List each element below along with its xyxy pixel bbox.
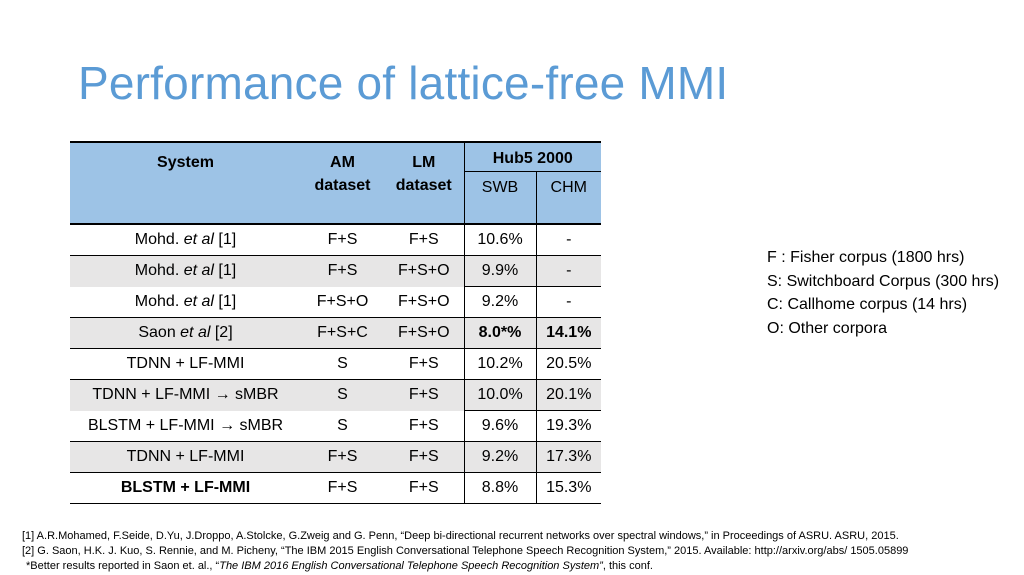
swb-cell: 10.6%	[463, 223, 536, 256]
am-cell: F+S	[301, 472, 384, 504]
system-cell: BLSTM + LF-MMI	[70, 472, 301, 504]
chm-cell: -	[535, 255, 602, 287]
swb-cell: 10.2%	[463, 348, 536, 380]
results-table: System AM dataset LM dataset Hub5 2000 SWB…	[70, 141, 602, 504]
chm-cell: 15.3%	[535, 472, 602, 504]
system-cell: BLSTM + LF-MMI → sMBR	[70, 410, 301, 442]
table-row: BLSTM + LF-MMI F+S F+S 8.8% 15.3%	[70, 472, 602, 504]
swb-cell: 8.0*%	[463, 317, 536, 349]
system-cell: Mohd. et al [1]	[70, 255, 301, 287]
slide-title: Performance of lattice-free MMI	[78, 57, 729, 109]
am-cell: S	[301, 379, 384, 411]
reference-1: [1] A.R.Mohamed, F.Seide, D.Yu, J.Droppo…	[22, 530, 899, 542]
lm-cell: F+S	[384, 441, 464, 473]
swb-cell: 10.0%	[463, 379, 536, 411]
lm-cell: F+S	[384, 348, 464, 380]
header-am-dataset: AM dataset	[301, 141, 384, 224]
lm-cell: F+S+O	[384, 317, 464, 349]
swb-cell: 9.2%	[463, 286, 536, 318]
am-cell: F+S+C	[301, 317, 384, 349]
lm-cell: F+S+O	[384, 255, 464, 287]
am-cell: F+S	[301, 223, 384, 256]
swb-cell: 9.2%	[463, 441, 536, 473]
legend-item-fisher: F : Fisher corpus (1800 hrs)	[767, 249, 965, 266]
system-cell: Mohd. et al [1]	[70, 223, 301, 256]
am-cell: S	[301, 348, 384, 380]
table-row: TDNN + LF-MMI S F+S 10.2% 20.5%	[70, 348, 602, 380]
footnote: *Better results reported in Saon et. al.…	[26, 560, 653, 572]
am-cell: F+S+O	[301, 286, 384, 318]
system-cell: TDNN + LF-MMI	[70, 348, 301, 380]
legend-item-other: O: Other corpora	[767, 319, 888, 337]
header-lm-dataset: LM dataset	[384, 141, 464, 224]
lm-cell: F+S	[384, 472, 464, 504]
reference-2: [2] G. Saon, H.K. J. Kuo, S. Rennie, and…	[22, 545, 909, 557]
chm-cell: -	[535, 286, 602, 318]
lm-cell: F+S	[384, 410, 464, 442]
system-cell: TDNN + LF-MMI	[70, 441, 301, 473]
table-row: Mohd. et al [1] F+S+O F+S+O 9.2% -	[70, 286, 602, 318]
table-row: TDNN + LF-MMI F+S F+S 9.2% 17.3%	[70, 441, 602, 473]
references: [1] A.R.Mohamed, F.Seide, D.Yu, J.Droppo…	[22, 529, 908, 574]
table-row: TDNN + LF-MMI → sMBR S F+S 10.0% 20.1%	[70, 379, 602, 411]
am-cell: F+S	[301, 255, 384, 287]
chm-cell: 20.5%	[535, 348, 602, 380]
legend-item-switchboard: S: Switchboard Corpus (300 hrs)	[767, 272, 1000, 290]
chm-cell: 17.3%	[535, 441, 602, 473]
swb-cell: 8.8%	[463, 472, 536, 504]
lm-cell: F+S	[384, 379, 464, 411]
lm-cell: F+S	[384, 223, 464, 256]
system-cell: Saon et al [2]	[70, 317, 301, 349]
chm-cell: 19.3%	[535, 410, 602, 442]
table-row: Mohd. et al [1] F+S F+S+O 9.9% -	[70, 255, 602, 287]
chm-cell: 14.1%	[535, 317, 602, 349]
swb-cell: 9.9%	[463, 255, 536, 287]
header-swb: SWB	[463, 171, 536, 224]
table-row: Mohd. et al [1] F+S F+S 10.6% -	[70, 223, 602, 256]
header-chm: CHM	[535, 171, 602, 224]
system-cell: Mohd. et al [1]	[70, 286, 301, 318]
legend-item-callhome: C: Callhome corpus (14 hrs)	[767, 296, 968, 313]
am-cell: S	[301, 410, 384, 442]
header-system: System	[70, 141, 301, 224]
swb-cell: 9.6%	[463, 410, 536, 442]
system-cell: TDNN + LF-MMI → sMBR	[70, 379, 301, 411]
am-cell: F+S	[301, 441, 384, 473]
corpus-legend: F : Fisher corpus (1800 hrs) S: Switchbo…	[767, 246, 999, 340]
chm-cell: -	[535, 223, 602, 256]
table-row: Saon et al [2] F+S+C F+S+O 8.0*% 14.1%	[70, 317, 602, 349]
lm-cell: F+S+O	[384, 286, 464, 318]
table-row: BLSTM + LF-MMI → sMBR S F+S 9.6% 19.3%	[70, 410, 602, 442]
chm-cell: 20.1%	[535, 379, 602, 411]
header-hub5-2000: Hub5 2000	[463, 141, 602, 172]
